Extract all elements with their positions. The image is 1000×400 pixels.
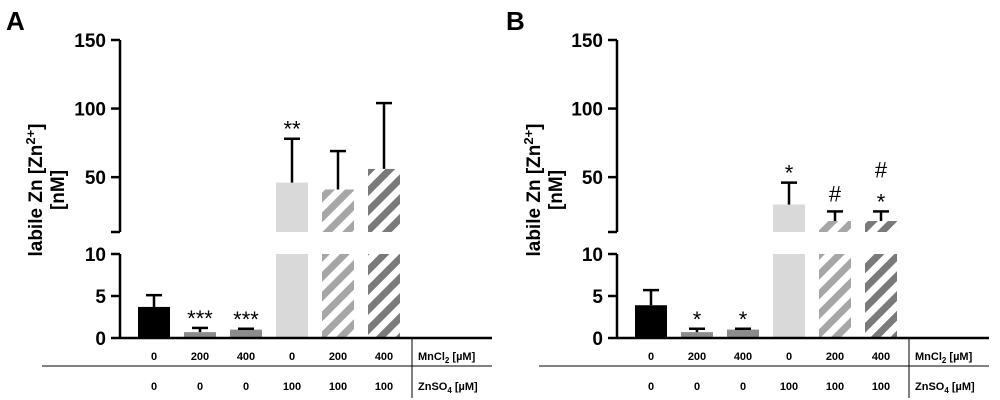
y-tick-label: 150 [571,31,603,52]
bar-rect-lower [368,254,400,338]
condition-value: 0 [786,351,792,363]
bar-rect [138,306,170,338]
bar-rect [635,305,667,338]
condition-name: ZnSO4 [µM] [418,381,478,395]
y-tick-label: 5 [95,287,106,308]
significance-label: * [877,189,886,214]
condition-value: 0 [151,351,157,363]
condition-name: MnCl2 [µM] [418,351,476,365]
bar-3: * [727,307,759,338]
bar-2: *** [184,306,216,338]
condition-value: 100 [826,381,844,393]
significance-label: *** [187,306,213,331]
y-tick-label: 0 [95,329,106,350]
bar-rect-upper [368,168,400,232]
significance-label: * [785,161,794,186]
significance-label: *** [233,307,259,332]
condition-name: ZnSO4 [µM] [915,381,975,395]
y-axis-label-unit: [nM] [546,170,567,210]
condition-value: 0 [289,351,295,363]
bar-rect [184,332,216,338]
y-axis-label-unit: [nM] [48,170,69,210]
bar-4: ** [276,117,308,338]
bar-6 [368,101,400,338]
bar-rect-lower [865,254,897,338]
y-tick-label: 0 [592,329,603,350]
y-tick-label: 100 [571,100,603,121]
bar-1 [635,288,667,338]
condition-value: 100 [375,381,393,393]
bar-4: * [773,161,805,338]
condition-value: 100 [872,381,890,393]
bar-rect [727,329,759,338]
bar-rect-upper [322,189,354,232]
panel-label: B [506,6,525,36]
condition-value: 0 [648,381,654,393]
bar-5: # [819,181,851,338]
significance-label: # [829,181,842,206]
bar-rect-upper [865,221,897,232]
bar-2: * [681,307,713,338]
condition-value: 200 [329,351,347,363]
condition-value: 0 [151,381,157,393]
bar-1 [138,293,170,338]
bar-rect-upper [773,204,805,232]
bar-rect [230,329,262,338]
bar-rect [681,332,713,338]
significance-label: # [875,157,888,182]
bar-rect-upper [276,182,308,232]
y-tick-label: 10 [582,245,603,266]
condition-value: 200 [191,351,209,363]
condition-value: 100 [780,381,798,393]
condition-value: 400 [734,351,752,363]
condition-value: 200 [688,351,706,363]
y-tick-label: 100 [74,100,106,121]
bar-rect-lower [773,254,805,338]
condition-value: 400 [237,351,255,363]
bar-5 [322,149,354,338]
y-tick-label: 50 [85,168,106,189]
condition-value: 0 [243,381,249,393]
bar-rect-upper [819,221,851,232]
y-tick-label: 5 [592,287,603,308]
condition-value: 0 [197,381,203,393]
bar-rect-lower [276,254,308,338]
y-tick-label: 10 [85,245,106,266]
bar-rect-lower [322,254,354,338]
condition-name: MnCl2 [µM] [915,351,973,365]
bar-6: #* [865,157,897,338]
condition-value: 0 [648,351,654,363]
condition-value: 400 [375,351,393,363]
significance-label: * [739,307,748,332]
y-axis-label: labile Zn [Zn2+] [521,123,545,256]
y-tick-label: 150 [74,31,106,52]
y-tick-label: 50 [582,168,603,189]
y-axis-label: labile Zn [Zn2+] [23,123,47,256]
significance-label: ** [283,117,301,142]
condition-value: 400 [872,351,890,363]
condition-value: 0 [740,381,746,393]
bar-rect-lower [819,254,851,338]
significance-label: * [693,307,702,332]
condition-value: 100 [283,381,301,393]
condition-value: 200 [826,351,844,363]
condition-value: 0 [694,381,700,393]
condition-value: 100 [329,381,347,393]
bar-3: *** [230,307,262,338]
panel-label: A [6,6,25,36]
